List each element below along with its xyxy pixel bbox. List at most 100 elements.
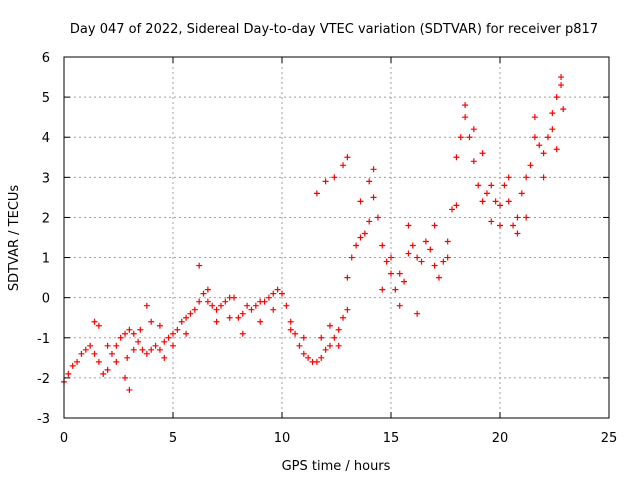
data-point	[222, 298, 229, 305]
data-point	[470, 126, 477, 133]
data-point	[366, 178, 373, 185]
data-point	[139, 346, 146, 353]
x-tick-label: 15	[383, 431, 400, 446]
data-point	[178, 318, 185, 325]
y-tick-label: 4	[42, 131, 50, 146]
data-point	[287, 326, 294, 333]
data-point	[344, 306, 351, 313]
data-point	[183, 314, 190, 321]
data-point	[383, 258, 390, 265]
data-point	[326, 322, 333, 329]
data-point	[344, 154, 351, 161]
y-axis-label: SDTVAR / TECUs	[7, 185, 22, 292]
grid	[64, 57, 609, 418]
chart-title: Day 047 of 2022, Sidereal Day-to-day VTE…	[70, 22, 598, 37]
data-point	[374, 214, 381, 221]
data-point	[331, 334, 338, 341]
data-point	[231, 294, 238, 301]
data-point	[414, 310, 421, 317]
data-point	[95, 358, 102, 365]
data-point	[296, 342, 303, 349]
plot-frame	[63, 56, 610, 419]
data-point	[78, 350, 85, 357]
data-point	[553, 94, 560, 101]
data-point	[505, 198, 512, 205]
data-point	[379, 286, 386, 293]
data-point	[401, 278, 408, 285]
data-point	[156, 346, 163, 353]
data-point	[170, 342, 176, 349]
data-point	[553, 146, 560, 153]
data-point	[440, 258, 447, 265]
data-point	[549, 110, 556, 117]
data-point	[257, 318, 264, 325]
data-point	[470, 158, 477, 165]
data-point	[510, 222, 517, 229]
x-tick-label: 20	[492, 431, 509, 446]
data-point	[370, 166, 377, 173]
data-point	[331, 174, 338, 181]
data-point	[435, 274, 442, 281]
data-point	[479, 150, 486, 157]
x-tick-label: 10	[274, 431, 291, 446]
data-point	[124, 354, 131, 361]
data-point	[274, 286, 281, 293]
data-point	[279, 290, 285, 297]
data-point	[161, 354, 168, 361]
data-point	[531, 114, 538, 121]
data-point	[213, 318, 220, 325]
data-point	[462, 102, 469, 109]
data-point	[235, 314, 242, 321]
y-tick-label: 5	[42, 91, 50, 106]
data-point	[183, 330, 190, 337]
data-point	[558, 82, 565, 89]
data-point	[204, 286, 211, 293]
data-point	[170, 330, 176, 337]
data-point	[444, 254, 451, 261]
y-tick-label: 0	[42, 292, 50, 307]
data-point	[540, 150, 547, 157]
data-point	[95, 322, 102, 329]
data-point	[418, 258, 425, 265]
data-point	[113, 358, 120, 365]
data-point	[130, 330, 137, 337]
data-point	[361, 230, 368, 237]
data-point	[514, 230, 521, 237]
data-point	[113, 342, 120, 349]
data-point	[353, 242, 360, 249]
y-tick-label: 6	[42, 51, 50, 66]
data-point	[91, 350, 98, 357]
data-point	[143, 302, 150, 309]
data-point	[527, 162, 534, 169]
data-point	[187, 310, 194, 317]
data-point	[104, 366, 111, 373]
data-point	[497, 202, 503, 209]
y-tick-label: 3	[42, 171, 50, 186]
y-tick-label: 1	[42, 252, 50, 267]
x-tick-label: 0	[60, 431, 68, 446]
data-point	[357, 234, 364, 241]
data-point	[531, 134, 538, 141]
data-point	[462, 114, 469, 121]
data-point	[335, 342, 342, 349]
data-point	[370, 194, 377, 201]
data-point	[213, 306, 220, 313]
data-point	[501, 182, 508, 189]
x-axis-label: GPS time / hours	[282, 459, 391, 474]
data-point	[492, 198, 499, 205]
data-point	[209, 302, 216, 309]
data-point	[204, 298, 211, 305]
data-point	[305, 354, 312, 361]
data-point	[122, 374, 129, 381]
y-tick-label: -3	[37, 412, 50, 427]
data-point	[161, 338, 168, 345]
data-point	[357, 198, 364, 205]
data-point	[514, 214, 521, 221]
data-point	[87, 342, 94, 349]
data-point	[261, 298, 268, 305]
data-point	[396, 270, 403, 277]
data-point	[483, 190, 490, 197]
data-point	[344, 274, 351, 281]
axis-ticks: 0 5 10 15 20 25 -3 -2 -1 0 1 2 3 4 5 6	[37, 51, 617, 446]
